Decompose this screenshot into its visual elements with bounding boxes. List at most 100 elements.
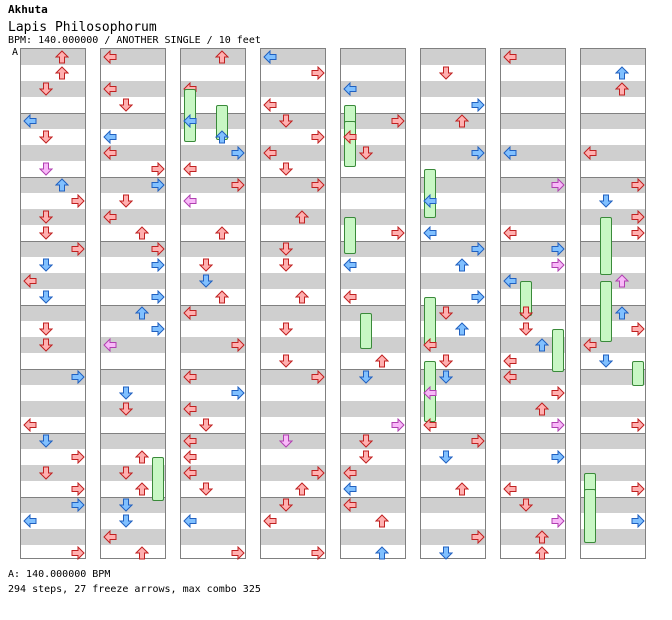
step-arrow — [551, 258, 565, 272]
beat-band — [421, 145, 485, 161]
step-arrow — [183, 434, 197, 448]
beat-band — [421, 529, 485, 545]
step-arrow — [39, 226, 53, 240]
beat-band — [421, 497, 485, 513]
beat-band — [581, 305, 645, 321]
step-arrow — [39, 162, 53, 176]
beat-band — [101, 273, 165, 289]
step-arrow — [199, 258, 213, 272]
freeze-arrow — [552, 329, 564, 372]
beat-band — [341, 113, 405, 129]
step-arrow — [551, 418, 565, 432]
step-arrow — [135, 450, 149, 464]
step-arrow — [215, 130, 229, 144]
measure-line — [181, 497, 245, 498]
step-arrow — [455, 322, 469, 336]
step-arrow — [423, 418, 437, 432]
beat-band — [421, 401, 485, 417]
step-arrow — [583, 338, 597, 352]
beat-band — [421, 433, 485, 449]
step-arrow — [359, 434, 373, 448]
step-arrow — [551, 514, 565, 528]
beat-band — [501, 465, 565, 481]
beat-band — [101, 113, 165, 129]
beat-band — [261, 209, 325, 225]
step-arrow — [615, 274, 629, 288]
beat-band — [501, 401, 565, 417]
step-arrow — [455, 482, 469, 496]
step-arrow — [503, 226, 517, 240]
step-arrow — [215, 226, 229, 240]
beat-band — [261, 433, 325, 449]
step-arrow — [135, 306, 149, 320]
step-arrow — [183, 402, 197, 416]
step-arrow — [103, 146, 117, 160]
step-arrow — [439, 354, 453, 368]
beat-band — [181, 177, 245, 193]
beat-band — [21, 465, 85, 481]
measure-line — [341, 305, 405, 306]
step-arrow — [39, 258, 53, 272]
step-arrow — [359, 370, 373, 384]
step-arrow — [551, 450, 565, 464]
measure-line — [181, 113, 245, 114]
beat-band — [581, 497, 645, 513]
beat-band — [101, 209, 165, 225]
beat-band — [181, 497, 245, 513]
beat-band — [501, 145, 565, 161]
step-arrow — [183, 194, 197, 208]
beat-band — [581, 273, 645, 289]
beat-band — [21, 497, 85, 513]
step-arrow — [39, 82, 53, 96]
freeze-arrow — [600, 217, 612, 275]
step-arrow — [119, 514, 133, 528]
beat-band — [421, 49, 485, 65]
step-arrow — [343, 482, 357, 496]
step-arrow — [183, 450, 197, 464]
measure-line — [21, 497, 85, 498]
beat-band — [261, 241, 325, 257]
measure-line — [21, 113, 85, 114]
beat-band — [21, 81, 85, 97]
chart-author: Akhuta — [8, 3, 48, 16]
step-arrow — [311, 466, 325, 480]
step-arrow — [103, 50, 117, 64]
measure-line — [501, 369, 565, 370]
step-arrow — [599, 354, 613, 368]
beat-band — [421, 337, 485, 353]
step-arrow — [279, 242, 293, 256]
step-arrow — [119, 466, 133, 480]
step-arrow — [503, 274, 517, 288]
step-arrow — [103, 530, 117, 544]
step-arrow — [631, 322, 645, 336]
step-arrow — [599, 194, 613, 208]
step-arrow — [23, 274, 37, 288]
step-arrow — [471, 290, 485, 304]
beat-band — [21, 177, 85, 193]
beat-band — [581, 113, 645, 129]
step-arrow — [631, 226, 645, 240]
measure-line — [101, 177, 165, 178]
beat-band — [501, 497, 565, 513]
step-arrow — [199, 418, 213, 432]
beat-band — [261, 81, 325, 97]
beat-band — [101, 401, 165, 417]
beat-band — [101, 497, 165, 513]
measure-line — [421, 433, 485, 434]
chart-column — [340, 48, 406, 560]
beat-band — [21, 49, 85, 65]
beat-band — [181, 369, 245, 385]
step-arrow — [119, 98, 133, 112]
measure-line — [101, 113, 165, 114]
beat-band — [581, 369, 645, 385]
beat-band — [101, 529, 165, 545]
step-arrow — [311, 130, 325, 144]
freeze-arrow — [632, 361, 644, 386]
step-arrow — [551, 178, 565, 192]
measure-line — [501, 241, 565, 242]
measure-line — [421, 497, 485, 498]
measure-line — [101, 305, 165, 306]
beat-band — [181, 433, 245, 449]
step-arrow — [503, 50, 517, 64]
step-arrow — [151, 322, 165, 336]
